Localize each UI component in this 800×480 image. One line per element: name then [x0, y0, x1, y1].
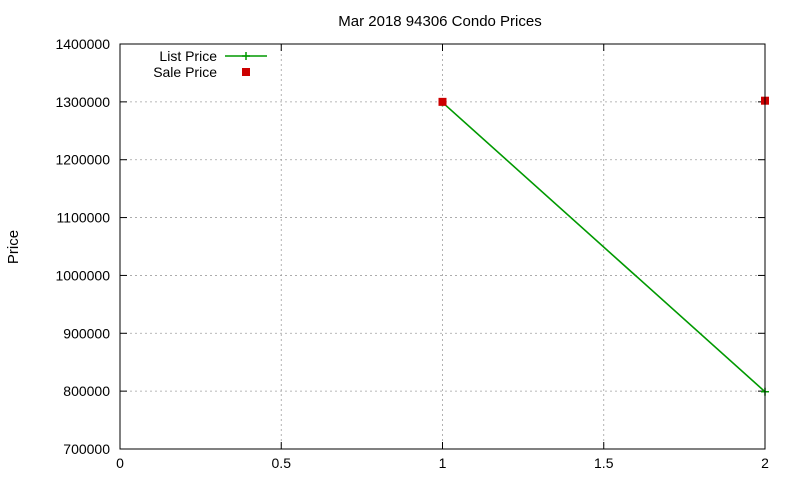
legend-label-list-price: List Price: [159, 48, 217, 64]
list-price-line: [441, 101, 766, 393]
y-tick-label: 1300000: [55, 94, 110, 110]
y-tick-label: 700000: [63, 441, 110, 457]
tick-labels: 0 0.5 1 1.5 2 700000 800000 900000 1000000 110000…: [55, 36, 769, 471]
y-axis-label: Price: [5, 230, 22, 264]
y-tick-label: 1400000: [55, 36, 110, 52]
sale-price-point: [438, 97, 447, 106]
chart-title: Mar 2018 94306 Condo Prices: [338, 13, 541, 30]
y-tick-label: 1100000: [57, 210, 111, 226]
x-tick-label: 1.5: [594, 455, 614, 471]
legend-marker-sale-price: [242, 68, 250, 76]
y-tick-label: 800000: [63, 383, 110, 399]
x-tick-label: 0.5: [272, 455, 292, 471]
plot-frame: [119, 43, 766, 450]
y-tick-label: 1000000: [55, 267, 110, 283]
legend-label-sale-price: Sale Price: [153, 64, 217, 80]
legend-marker-list-price: [242, 52, 250, 60]
x-tick-label: 1: [439, 455, 447, 471]
y-tick-label: 900000: [63, 325, 110, 341]
y-tick-label: 1200000: [55, 152, 110, 168]
x-tick-label: 0: [116, 455, 124, 471]
x-tick-label: 2: [761, 455, 769, 471]
